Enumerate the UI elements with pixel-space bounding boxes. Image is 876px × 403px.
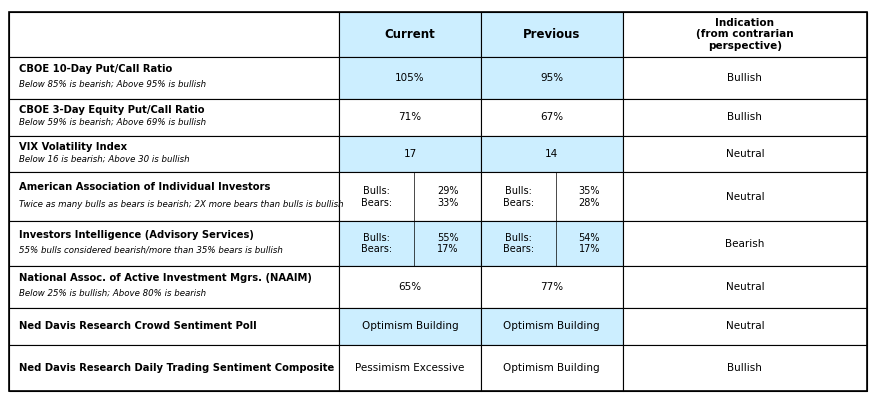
Text: Neutral: Neutral (725, 192, 764, 202)
Text: 14: 14 (545, 149, 558, 159)
Bar (9, 266, 339, 307)
Bar (339, 266, 481, 307)
Bar (481, 172, 623, 221)
Bar (339, 98, 481, 135)
Text: Indication
(from contrarian
perspective): Indication (from contrarian perspective) (696, 18, 794, 51)
Text: Ned Davis Research Daily Trading Sentiment Composite: Ned Davis Research Daily Trading Sentime… (19, 363, 335, 373)
Bar (481, 266, 623, 307)
Text: Optimism Building: Optimism Building (504, 363, 600, 373)
Text: Optimism Building: Optimism Building (362, 322, 458, 332)
Text: Bullish: Bullish (727, 112, 762, 122)
Bar (623, 172, 867, 221)
Text: Bearish: Bearish (725, 239, 765, 249)
Text: CBOE 3-Day Equity Put/Call Ratio: CBOE 3-Day Equity Put/Call Ratio (19, 105, 205, 114)
Bar (9, 98, 339, 135)
Text: VIX Volatility Index: VIX Volatility Index (19, 141, 127, 152)
Text: Investors Intelligence (Advisory Services): Investors Intelligence (Advisory Service… (19, 230, 254, 240)
Text: Ned Davis Research Crowd Sentiment Poll: Ned Davis Research Crowd Sentiment Poll (19, 322, 257, 332)
Text: Previous: Previous (523, 28, 581, 41)
Bar (9, 172, 339, 221)
Text: 29%
33%: 29% 33% (437, 186, 458, 208)
Bar (623, 307, 867, 345)
Bar (339, 57, 481, 98)
Bar (623, 98, 867, 135)
Text: 77%: 77% (540, 282, 563, 292)
Text: Below 85% is bearish; Above 95% is bullish: Below 85% is bearish; Above 95% is bulli… (19, 79, 206, 88)
Bar (339, 172, 481, 221)
Bar (481, 12, 623, 57)
Bar (481, 221, 623, 266)
Bar (9, 57, 339, 98)
Bar (623, 57, 867, 98)
Text: Below 59% is bearish; Above 69% is bullish: Below 59% is bearish; Above 69% is bulli… (19, 118, 206, 127)
Bar (481, 345, 623, 391)
Bar (623, 266, 867, 307)
Bar (339, 221, 481, 266)
Bar (339, 345, 481, 391)
Text: Optimism Building: Optimism Building (504, 322, 600, 332)
Text: 55% bulls considered bearish/more than 35% bears is bullish: 55% bulls considered bearish/more than 3… (19, 246, 283, 255)
Text: American Association of Individual Investors: American Association of Individual Inves… (19, 182, 271, 192)
Text: 55%
17%: 55% 17% (437, 233, 458, 254)
Text: 54%
17%: 54% 17% (578, 233, 600, 254)
Bar (9, 345, 339, 391)
Text: Bulls:
Bears:: Bulls: Bears: (361, 233, 392, 254)
Text: Bullish: Bullish (727, 73, 762, 83)
Text: 105%: 105% (395, 73, 425, 83)
Text: 65%: 65% (399, 282, 421, 292)
Text: Bulls:
Bears:: Bulls: Bears: (503, 186, 534, 208)
Bar (623, 135, 867, 172)
Text: 17: 17 (404, 149, 417, 159)
Bar (9, 135, 339, 172)
Bar (339, 12, 481, 57)
Text: Neutral: Neutral (725, 149, 764, 159)
Text: Below 16 is bearish; Above 30 is bullish: Below 16 is bearish; Above 30 is bullish (19, 155, 190, 164)
Text: 35%
28%: 35% 28% (578, 186, 600, 208)
Bar (623, 345, 867, 391)
Text: Bulls:
Bears:: Bulls: Bears: (503, 233, 534, 254)
Bar (481, 135, 623, 172)
Text: Current: Current (385, 28, 435, 41)
Text: Pessimism Excessive: Pessimism Excessive (356, 363, 465, 373)
Text: Twice as many bulls as bears is bearish; 2X more bears than bulls is bullish: Twice as many bulls as bears is bearish;… (19, 199, 343, 209)
Text: CBOE 10-Day Put/Call Ratio: CBOE 10-Day Put/Call Ratio (19, 64, 173, 75)
Bar (9, 12, 339, 57)
Text: Below 25% is bullish; Above 80% is bearish: Below 25% is bullish; Above 80% is beari… (19, 289, 206, 297)
Bar (481, 98, 623, 135)
Bar (9, 307, 339, 345)
Bar (339, 135, 481, 172)
Text: National Assoc. of Active Investment Mgrs. (NAAIM): National Assoc. of Active Investment Mgr… (19, 273, 312, 283)
Text: 71%: 71% (399, 112, 421, 122)
Text: Bulls:
Bears:: Bulls: Bears: (361, 186, 392, 208)
Text: Bullish: Bullish (727, 363, 762, 373)
Bar (339, 307, 481, 345)
Bar (9, 221, 339, 266)
Text: Neutral: Neutral (725, 322, 764, 332)
Bar (623, 221, 867, 266)
Bar (481, 57, 623, 98)
Bar (481, 307, 623, 345)
Bar (623, 12, 867, 57)
Text: 67%: 67% (540, 112, 563, 122)
Text: 95%: 95% (540, 73, 563, 83)
Text: Neutral: Neutral (725, 282, 764, 292)
